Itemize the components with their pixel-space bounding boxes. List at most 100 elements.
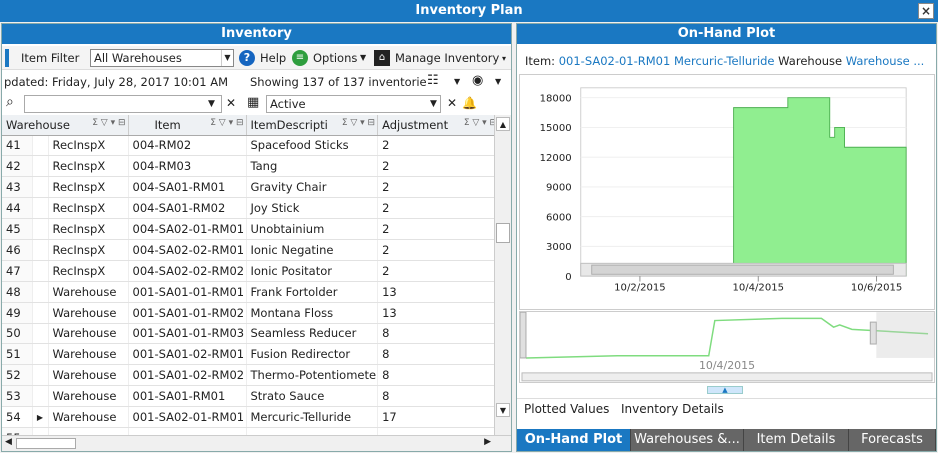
cell-description[interactable]: Frank Fortolder (246, 281, 379, 303)
subtab-plotted-values[interactable]: Plotted Values (524, 402, 610, 416)
table-row[interactable]: 47 RecInspX 004-SA02-02-RM02 Ionic Positato… (2, 260, 501, 282)
cell-warehouse[interactable]: RecInspX (48, 260, 129, 282)
cell-description[interactable]: Spacefood Sticks (246, 135, 379, 157)
cell-warehouse[interactable]: Warehouse (48, 302, 129, 324)
item-link[interactable]: 001-SA02-01-RM01 Mercuric-Telluride (558, 54, 775, 68)
table-row[interactable]: 53 Warehouse 001-SA01-RM01 Strato Sauce 8 (2, 385, 501, 408)
cell-item[interactable]: 004-RM03 (128, 155, 247, 178)
cell-adjustment[interactable]: 2 (377, 155, 501, 178)
cell-description[interactable]: Gravity Chair (246, 176, 379, 199)
column-chooser-dropdown-icon[interactable]: ▼ (454, 77, 461, 86)
search-dropdown-icon[interactable]: ▼ (208, 99, 215, 109)
cell-description[interactable]: Ionic Negatine (246, 239, 379, 261)
manage-inventory-button[interactable]: Manage Inventory (395, 51, 500, 65)
table-row[interactable]: 55 (2, 427, 501, 435)
table-row[interactable]: 54 ▶ Warehouse 001-SA02-01-RM01 Mercuric-Tel… (2, 406, 501, 428)
subtab-inventory-details[interactable]: Inventory Details (621, 402, 724, 416)
table-row[interactable]: 49 Warehouse 001-SA01-01-RM02 Montana Floss… (2, 302, 501, 324)
toolbar-overflow-icon[interactable]: ▾ (502, 54, 507, 63)
column-header-item[interactable]: Item Σ ▽ ▾ ⊟ (128, 115, 247, 136)
clear-active-icon[interactable]: ✕ (447, 96, 458, 110)
column-header-adjustment[interactable]: Adjustment Σ ▽ ▾ ⊟ (377, 115, 501, 136)
cell-adjustment[interactable]: 17 (377, 406, 501, 428)
scroll-thumb[interactable] (496, 223, 510, 243)
hscroll-thumb[interactable] (16, 438, 76, 449)
scroll-left-icon[interactable]: ◀ (5, 437, 12, 447)
column-filter-icons[interactable]: Σ ▽ ▾ ⊟ (341, 118, 376, 128)
cell-warehouse[interactable]: Warehouse (48, 364, 129, 387)
options-button[interactable]: Options (313, 51, 358, 65)
options-dropdown-icon[interactable]: ▼ (360, 53, 367, 62)
table-row[interactable]: 41 RecInspX 004-RM02 Spacefood Sticks 2 (2, 135, 501, 157)
cell-adjustment[interactable]: 2 (377, 260, 501, 282)
cell-warehouse[interactable]: RecInspX (48, 155, 129, 178)
navigator-chart[interactable]: 10/4/2015 (519, 311, 935, 383)
table-row[interactable]: 48 Warehouse 001-SA01-01-RM01 Frank Fortold… (2, 281, 501, 303)
vertical-scrollbar[interactable]: ▲ ▼ (494, 115, 511, 435)
column-chooser-icon[interactable]: ☷ (427, 73, 439, 88)
tab-forecasts[interactable]: Forecasts (849, 429, 936, 451)
help-icon[interactable]: ? (239, 50, 255, 66)
cell-description[interactable]: Ionic Positator (246, 260, 379, 282)
eye-icon[interactable]: ◉ (472, 73, 484, 88)
cell-item[interactable]: 001-SA02-01-RM01 (128, 406, 247, 428)
warehouse-link[interactable]: Warehouse ... (845, 54, 925, 68)
table-row[interactable]: 42 RecInspX 004-RM03 Tang 2 (2, 155, 501, 178)
cell-item[interactable]: 001-SA01-01-RM01 (128, 281, 247, 303)
cell-adjustment[interactable]: 8 (377, 343, 501, 366)
cell-adjustment[interactable]: 2 (377, 218, 501, 240)
scroll-up-icon[interactable]: ▲ (496, 117, 510, 131)
cell-adjustment[interactable]: 8 (377, 364, 501, 387)
table-row[interactable]: 50 Warehouse 001-SA01-01-RM03 Seamless Redu… (2, 323, 501, 345)
warehouse-select[interactable]: All Warehouses ▼ (90, 49, 234, 67)
cell-adjustment[interactable]: 8 (377, 323, 501, 345)
toolbar-grip[interactable] (5, 49, 9, 67)
cell-warehouse[interactable]: Warehouse (48, 281, 129, 303)
on-hand-chart[interactable]: 0 3000 6000 9000 12000 15000 18000 10/2/2015 10/… (519, 74, 935, 310)
cell-item[interactable]: 001-SA01-RM01 (128, 385, 247, 408)
help-button[interactable]: Help (260, 51, 287, 65)
cell-description[interactable]: Mercuric-Telluride (246, 406, 379, 428)
cell-warehouse[interactable]: RecInspX (48, 239, 129, 261)
view-dropdown-icon[interactable]: ▼ (495, 77, 502, 86)
cell-warehouse[interactable]: RecInspX (48, 218, 129, 240)
close-button[interactable]: × (918, 3, 934, 19)
cell-item[interactable]: 001-SA01-01-RM03 (128, 323, 247, 345)
cell-description[interactable]: Unobtainium (246, 218, 379, 240)
column-filter-icons[interactable]: Σ ▽ ▾ ⊟ (463, 118, 498, 128)
cell-description[interactable]: Joy Stick (246, 197, 379, 220)
options-icon[interactable]: ≡ (292, 50, 308, 66)
cell-warehouse[interactable]: RecInspX (48, 135, 129, 157)
cell-description[interactable]: Tang (246, 155, 379, 178)
cell-warehouse[interactable]: Warehouse (48, 385, 129, 408)
cell-item[interactable]: 001-SA01-01-RM02 (128, 302, 247, 324)
cell-adjustment[interactable]: 2 (377, 197, 501, 220)
cell-description[interactable] (246, 427, 379, 435)
cell-item[interactable]: 001-SA01-02-RM02 (128, 364, 247, 387)
cell-item[interactable]: 004-RM02 (128, 135, 247, 157)
cell-warehouse[interactable] (48, 427, 129, 435)
cell-item[interactable]: 004-SA02-02-RM02 (128, 260, 247, 282)
cell-warehouse[interactable]: Warehouse (48, 406, 129, 428)
table-row[interactable]: 46 RecInspX 004-SA02-02-RM01 Ionic Negatine… (2, 239, 501, 261)
table-row[interactable]: 43 RecInspX 004-SA01-RM01 Gravity Chair 2 (2, 176, 501, 199)
cell-warehouse[interactable]: Warehouse (48, 323, 129, 345)
scroll-down-icon[interactable]: ▼ (496, 403, 510, 417)
manage-inventory-icon[interactable]: ⌂ (374, 50, 390, 66)
tab-warehouses[interactable]: Warehouses &... (631, 429, 744, 451)
table-row[interactable]: 52 Warehouse 001-SA01-02-RM02 Thermo-Potent… (2, 364, 501, 387)
cell-item[interactable]: 001-SA01-02-RM01 (128, 343, 247, 366)
cell-item[interactable]: 004-SA02-02-RM01 (128, 239, 247, 261)
cell-description[interactable]: Montana Floss (246, 302, 379, 324)
tab-on-hand-plot[interactable]: On-Hand Plot (517, 429, 631, 451)
cell-item[interactable] (128, 427, 247, 435)
cell-adjustment[interactable]: 13 (377, 302, 501, 324)
column-filter-icons[interactable]: Σ ▽ ▾ ⊟ (92, 118, 126, 128)
cell-adjustment[interactable]: 2 (377, 176, 501, 199)
cell-warehouse[interactable]: Warehouse (48, 343, 129, 366)
table-row[interactable]: 51 Warehouse 001-SA01-02-RM01 Fusion Redire… (2, 343, 501, 366)
splitter-toggle[interactable]: ▲ (707, 386, 743, 394)
cell-adjustment[interactable]: 8 (377, 385, 501, 408)
cell-adjustment[interactable]: 2 (377, 239, 501, 261)
cell-description[interactable]: Fusion Redirector (246, 343, 379, 366)
